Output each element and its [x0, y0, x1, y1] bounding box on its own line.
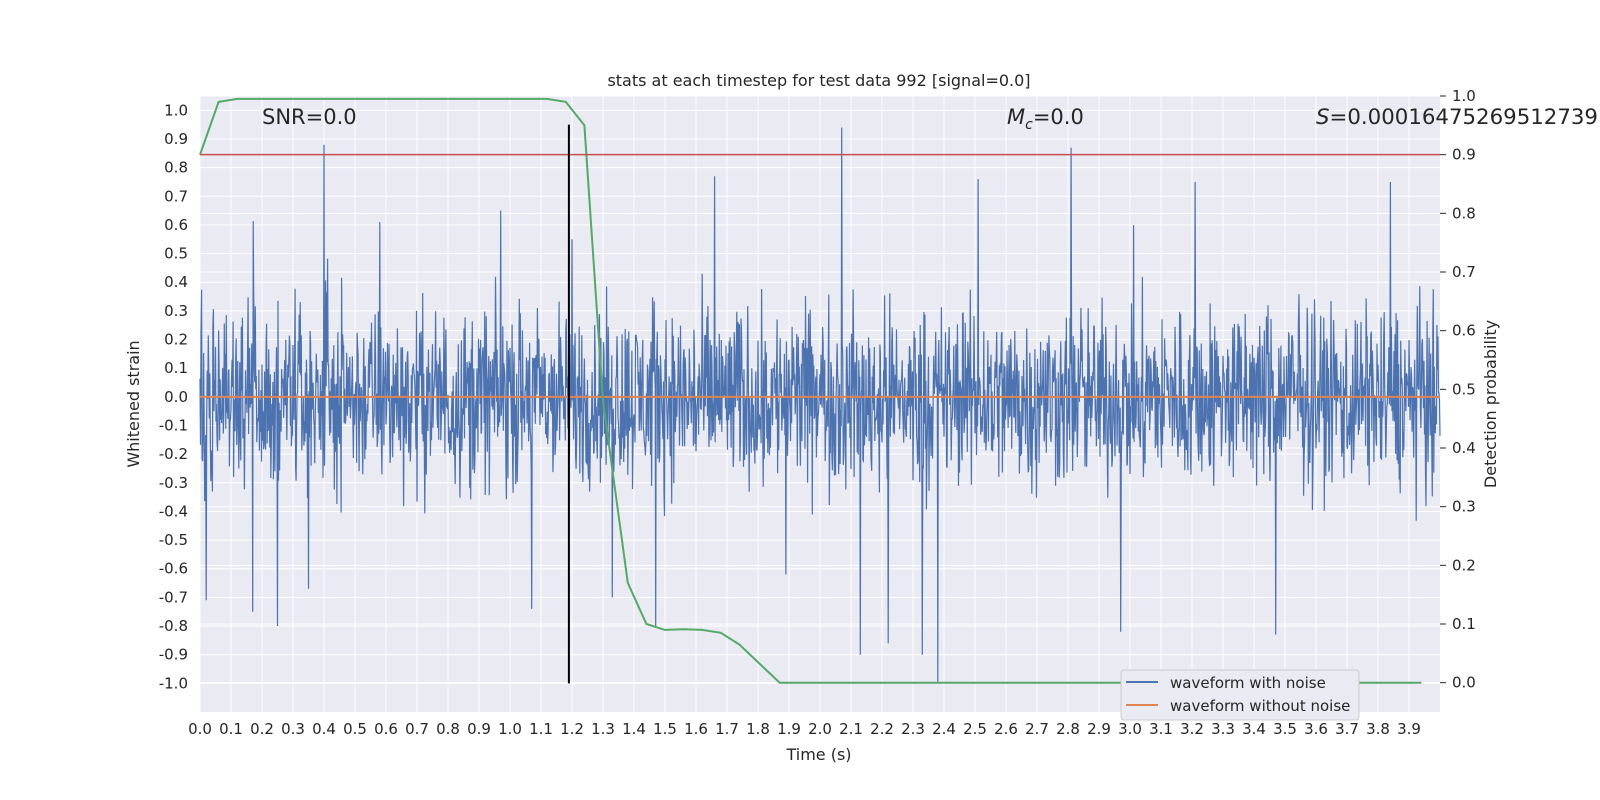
x-tick-label: 1.5 [653, 720, 677, 738]
left-tick-label: -0.7 [159, 588, 188, 606]
left-tick-label: 0.8 [164, 159, 188, 177]
x-tick-label: 0.9 [467, 720, 491, 738]
left-tick-label: -0.2 [159, 445, 188, 463]
x-tick-label: 3.1 [1149, 720, 1173, 738]
s-annotation: S=0.00016475269512739 [1316, 105, 1598, 129]
x-tick-label: 1.4 [622, 720, 646, 738]
s-symbol: S [1316, 105, 1330, 129]
right-tick-label: 0.1 [1452, 615, 1476, 633]
x-tick-label: 2.2 [870, 720, 894, 738]
x-tick-label: 3.6 [1304, 720, 1328, 738]
mc-value: =0.0 [1033, 105, 1084, 129]
x-tick-label: 3.8 [1366, 720, 1390, 738]
left-tick-label: -0.9 [159, 646, 188, 664]
legend: waveform with noise waveform without noi… [1120, 669, 1360, 721]
right-tick-label: 0.4 [1452, 439, 1476, 457]
x-tick-label: 3.4 [1242, 720, 1266, 738]
x-tick-label: 1.3 [591, 720, 615, 738]
x-tick-label: 2.3 [901, 720, 925, 738]
x-tick-label: 3.2 [1180, 720, 1204, 738]
left-axis-label: Whitened strain [124, 340, 143, 467]
x-tick-label: 0.3 [281, 720, 305, 738]
right-tick-label: 0.2 [1452, 556, 1476, 574]
left-tick-label: 0.6 [164, 216, 188, 234]
chart-title: stats at each timestep for test data 992… [607, 71, 1030, 90]
x-tick-label: 3.7 [1335, 720, 1359, 738]
x-tick-label: 0.7 [405, 720, 429, 738]
x-tick-label: 3.0 [1118, 720, 1142, 738]
left-tick-label: 0.9 [164, 130, 188, 148]
reference-lines [200, 124, 1440, 684]
right-tick-label: 0.0 [1452, 674, 1476, 692]
x-tick-label: 1.9 [777, 720, 801, 738]
right-tick-label: 1.0 [1452, 87, 1476, 105]
left-tick-label: 0.7 [164, 187, 188, 205]
x-axis-ticks: 0.0 0.1 0.2 0.3 0.4 0.5 0.6 0.7 0.8 0.9 1.0 1.1 1.2 1… [188, 720, 1421, 738]
left-axis-ticks: 1.0 0.9 0.8 0.7 0.6 0.5 0.4 0.3 0.2 0.1 0.0 -0.1 -0.… [159, 101, 188, 692]
s-value: =0.00016475269512739 [1330, 105, 1598, 129]
x-tick-label: 1.1 [529, 720, 553, 738]
x-tick-label: 3.3 [1211, 720, 1235, 738]
left-tick-label: 0.4 [164, 273, 188, 291]
x-tick-label: 2.4 [932, 720, 956, 738]
x-tick-label: 0.2 [250, 720, 274, 738]
right-tick-label: 0.7 [1452, 263, 1476, 281]
snr-annotation: SNR=0.0 [262, 105, 357, 129]
x-tick-label: 2.8 [1056, 720, 1080, 738]
left-tick-label: -0.8 [159, 617, 188, 635]
x-tick-label: 0.1 [219, 720, 243, 738]
left-tick-label: -0.3 [159, 474, 188, 492]
x-tick-label: 2.1 [839, 720, 863, 738]
x-tick-label: 2.0 [808, 720, 832, 738]
x-tick-label: 2.7 [1025, 720, 1049, 738]
left-tick-label: 0.0 [164, 388, 188, 406]
noise-trace [199, 127, 1441, 684]
x-tick-label: 2.9 [1087, 720, 1111, 738]
legend-label-noise: waveform with noise [1170, 674, 1326, 692]
waveform-with-noise-series [199, 127, 1441, 684]
legend-box [1120, 669, 1360, 721]
right-axis-label: Detection probability [1481, 320, 1500, 488]
left-tick-label: -0.6 [159, 560, 188, 578]
x-tick-label: 2.5 [963, 720, 987, 738]
detection-probability-series [199, 97, 1422, 684]
x-tick-label: 1.2 [560, 720, 584, 738]
mc-subscript: c [1025, 117, 1033, 133]
x-tick-label: 0.6 [374, 720, 398, 738]
x-tick-label: 1.8 [746, 720, 770, 738]
left-tick-label: -0.4 [159, 502, 188, 520]
left-tick-label: 0.3 [164, 302, 188, 320]
mc-annotation: Mc=0.0 [1007, 105, 1084, 133]
x-tick-label: 0.4 [312, 720, 336, 738]
right-tick-label: 0.9 [1452, 146, 1476, 164]
left-tick-label: -0.5 [159, 531, 188, 549]
right-tick-label: 0.5 [1452, 380, 1476, 398]
x-tick-label: 0.0 [188, 720, 212, 738]
x-tick-label: 3.5 [1273, 720, 1297, 738]
left-tick-label: 0.2 [164, 331, 188, 349]
left-tick-label: 0.5 [164, 245, 188, 263]
left-tick-label: -1.0 [159, 674, 188, 692]
right-tick-label: 0.3 [1452, 498, 1476, 516]
x-tick-label: 1.6 [684, 720, 708, 738]
x-tick-label: 1.7 [715, 720, 739, 738]
x-tick-label: 3.9 [1397, 720, 1421, 738]
left-tick-label: -0.1 [159, 416, 188, 434]
x-tick-label: 0.5 [343, 720, 367, 738]
legend-label-clean: waveform without noise [1170, 697, 1350, 715]
x-tick-label: 2.6 [994, 720, 1018, 738]
right-axis-ticks: 1.0 0.9 0.8 0.7 0.6 0.5 0.4 0.3 0.2 0.1 0.0 [1440, 87, 1476, 692]
x-tick-label: 1.0 [498, 720, 522, 738]
x-tick-label: 0.8 [436, 720, 460, 738]
left-tick-label: 0.1 [164, 359, 188, 377]
mc-symbol: M [1007, 105, 1025, 129]
right-tick-label: 0.6 [1452, 322, 1476, 340]
right-tick-label: 0.8 [1452, 204, 1476, 222]
x-axis-label: Time (s) [785, 745, 851, 764]
probability-trace [199, 97, 1422, 684]
left-tick-label: 1.0 [164, 101, 188, 119]
